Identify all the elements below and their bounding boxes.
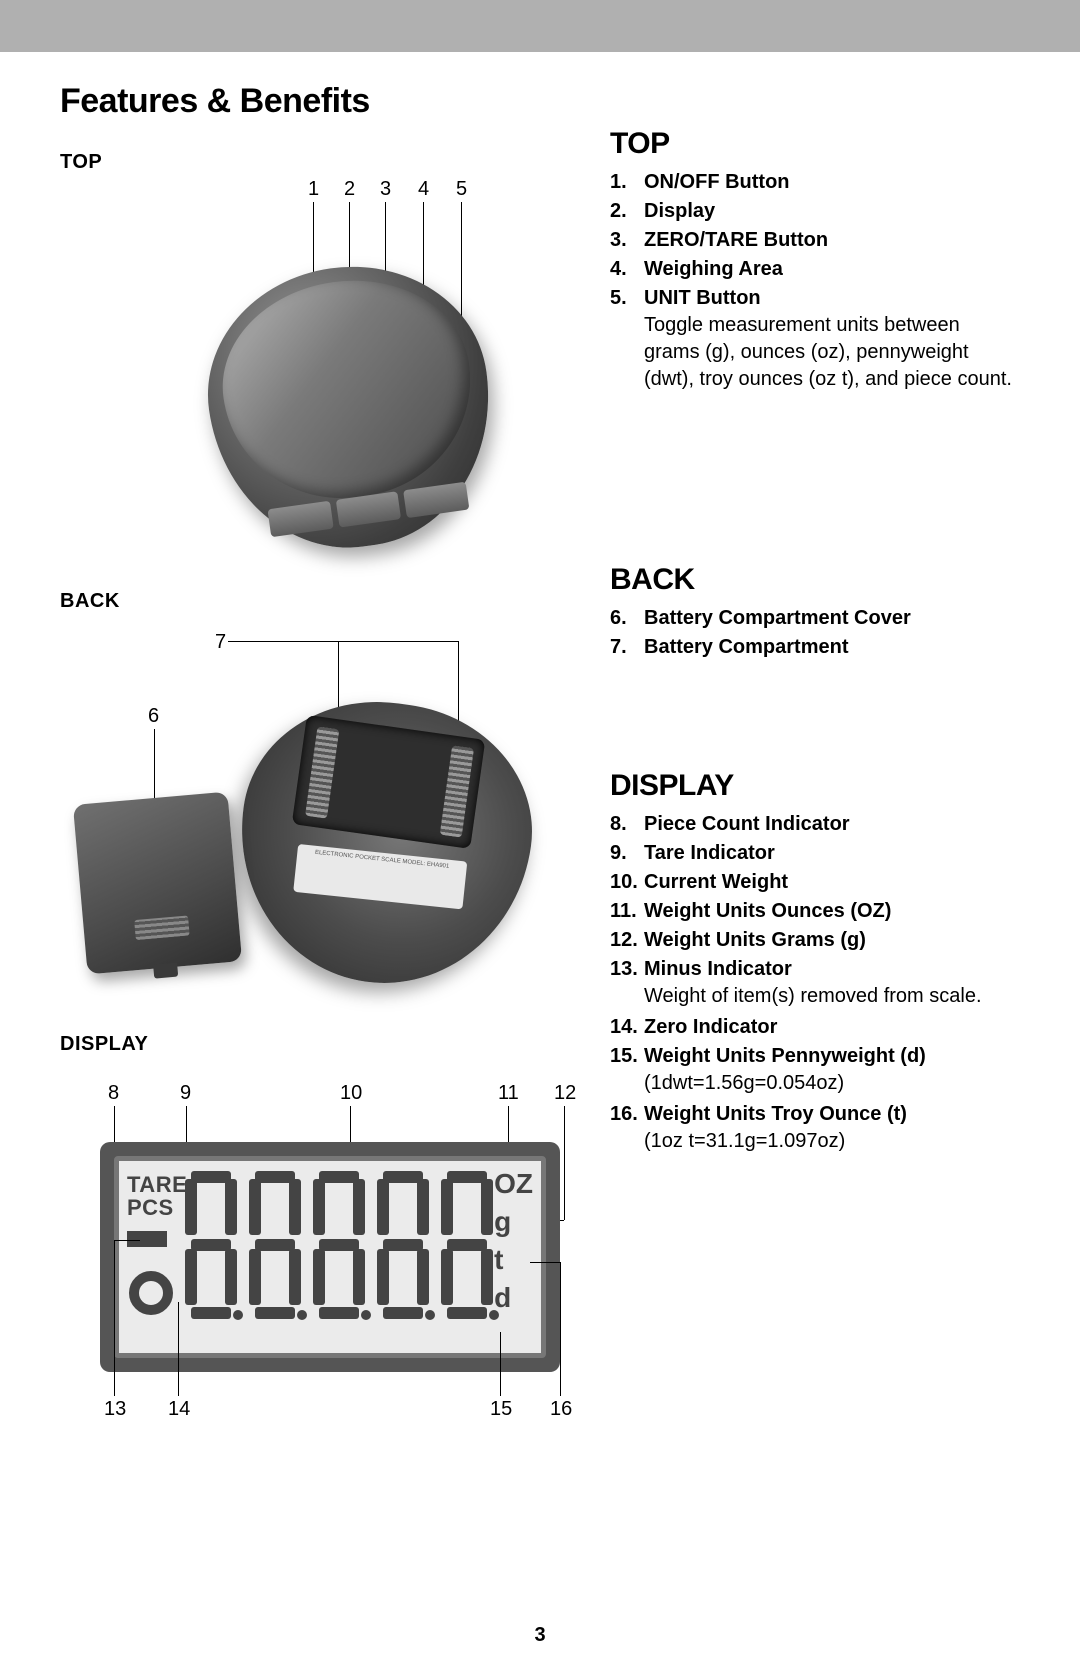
lcd-minus-icon [127,1231,167,1247]
lcd-digit [245,1167,305,1322]
section-back-heading: BACK [610,563,1020,597]
callout-7: 7 [215,631,226,654]
lcd-unit-oz: OZ [494,1169,533,1207]
callout-3: 3 [380,178,391,201]
callout-16: 16 [550,1398,572,1421]
right-column: TOP 1.ON/OFF Button 2.Display 3.ZERO/TAR… [610,82,1020,1432]
list-item: 11.Weight Units Ounces (OZ) [610,900,1020,923]
list-item: 9.Tare Indicator [610,842,1020,865]
leader-16h [530,1262,560,1263]
lcd-digit [437,1167,497,1322]
section-top-heading: TOP [610,127,1020,161]
battery-cover-illustration [73,792,242,975]
callout-6: 6 [148,705,159,728]
lcd-digit [309,1167,369,1322]
lcd-unit-t: t [494,1245,533,1283]
lcd-pcs: PCS [127,1196,187,1219]
battery-spring-2 [440,745,474,837]
leader-7h [228,641,338,642]
page-number: 3 [0,1624,1080,1647]
list-item: 10.Current Weight [610,871,1020,894]
lcd-digits [181,1167,497,1322]
list-item: 1.ON/OFF Button [610,171,1020,194]
section-back: BACK 6.Battery Compartment Cover 7.Batte… [610,563,1020,659]
header-bar [0,0,1080,52]
callout-10: 10 [340,1082,362,1105]
section-top: TOP 1.ON/OFF Button 2.Display 3.ZERO/TAR… [610,127,1020,393]
callout-2: 2 [344,178,355,201]
list-item: 7.Battery Compartment [610,636,1020,659]
callout-9: 9 [180,1082,191,1105]
left-column: Features & Benefits TOP 1 2 3 4 5 BACK [60,82,580,1432]
callout-14: 14 [168,1398,190,1421]
callout-11: 11 [498,1082,519,1105]
callout-5: 5 [456,178,467,201]
lcd-unit-g: g [494,1207,533,1245]
list-item: 8.Piece Count Indicator [610,813,1020,836]
lcd-tare: TARE [127,1173,187,1196]
page-title: Features & Benefits [60,82,580,121]
leader-16 [560,1262,561,1396]
list-item: 6.Battery Compartment Cover [610,607,1020,630]
leader-13 [114,1240,115,1396]
lcd-left-indicators: TARE PCS [127,1173,187,1219]
list-item: 5. UNIT Button Toggle measurement units … [610,287,1020,393]
section-top-list: 1.ON/OFF Button 2.Display 3.ZERO/TARE Bu… [610,171,1020,393]
diagram-top: 1 2 3 4 5 [60,182,560,562]
list-item: 15. Weight Units Pennyweight (d) (1dwt=1… [610,1045,1020,1097]
lcd-zero-icon [129,1271,173,1315]
diagram-back-label: BACK [60,590,580,613]
lcd-unit-d: d [494,1283,533,1321]
callout-12: 12 [554,1082,576,1105]
leader-12 [564,1106,565,1220]
lcd-digit [373,1167,433,1322]
diagram-top-label: TOP [60,151,580,174]
leader-15 [500,1332,501,1396]
section-display: DISPLAY 8.Piece Count Indicator 9.Tare I… [610,769,1020,1155]
lcd-digit [181,1167,241,1322]
page-content: Features & Benefits TOP 1 2 3 4 5 BACK [0,52,1080,1432]
list-item: 4.Weighing Area [610,258,1020,281]
list-item: 13. Minus Indicator Weight of item(s) re… [610,958,1020,1010]
callout-8: 8 [108,1082,119,1105]
diagram-display: 8 9 10 11 12 TARE PCS [60,1072,580,1432]
scale-back-illustration: ELECTRONIC POCKET SCALE MODEL: EHA901 [222,684,548,1002]
callout-13: 13 [104,1398,126,1421]
callout-1: 1 [308,178,319,201]
leader-7h2 [338,641,458,642]
list-item: 2.Display [610,200,1020,223]
list-item: 16. Weight Units Troy Ounce (t) (1oz t=3… [610,1103,1020,1155]
battery-spring-1 [305,726,339,818]
diagram-back: 7 6 ELECTRONIC POCKET SCALE MODEL: EHA90… [60,623,580,1013]
callout-15: 15 [490,1398,512,1421]
scale-btn-unit [403,482,469,518]
list-item: 3.ZERO/TARE Button [610,229,1020,252]
list-item: 12.Weight Units Grams (g) [610,929,1020,952]
lcd-frame: TARE PCS OZ g t [100,1142,560,1372]
scale-btn-zt [335,491,401,527]
lcd-units-column: OZ g t d [494,1169,533,1321]
scale-btn-onoff [267,501,333,537]
list-item: 14.Zero Indicator [610,1016,1020,1039]
diagram-display-label: DISPLAY [60,1033,580,1056]
scale-label-plate: ELECTRONIC POCKET SCALE MODEL: EHA901 [293,844,467,910]
section-display-list: 8.Piece Count Indicator 9.Tare Indicator… [610,813,1020,1155]
leader-14 [178,1302,179,1396]
section-display-heading: DISPLAY [610,769,1020,803]
leader-13h [114,1240,140,1241]
callout-4: 4 [418,178,429,201]
section-back-list: 6.Battery Compartment Cover 7.Battery Co… [610,607,1020,659]
